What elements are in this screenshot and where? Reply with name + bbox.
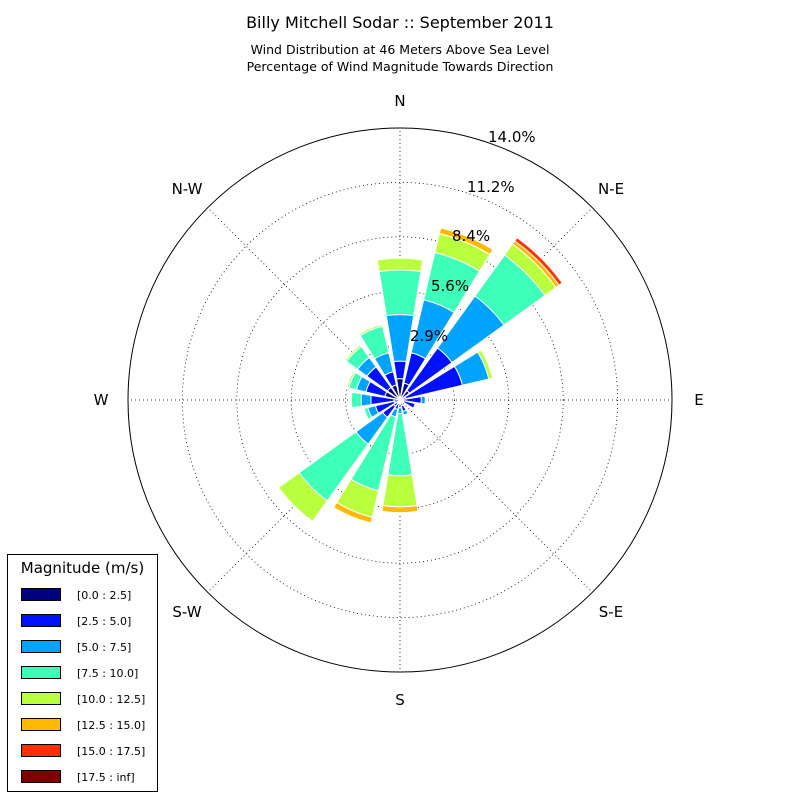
wind-bar-segment [393, 360, 407, 380]
legend-label: [10.0 : 12.5] [77, 693, 146, 706]
direction-label-w: W [94, 391, 109, 409]
legend-label: [5.0 : 7.5] [77, 641, 132, 654]
wind-bar-segment [381, 504, 419, 514]
legend-label: [15.0 : 17.5] [77, 745, 146, 758]
grid-spoke [399, 399, 593, 593]
wind-bar-segment [363, 406, 373, 421]
direction-label-e: E [694, 391, 703, 409]
wind-bar-segment [360, 393, 372, 407]
ring-label-3: 8.4% [452, 227, 490, 245]
legend-item: [10.0 : 12.5] [21, 692, 157, 706]
direction-labels: N N-E E S-E S S-W W N-W [94, 92, 704, 709]
wind-bar-segment [382, 474, 418, 508]
ring-label-5: 14.0% [488, 128, 536, 146]
legend-swatch [21, 588, 61, 601]
wind-bar-segment [277, 472, 328, 523]
direction-label-sw: S-W [172, 603, 201, 621]
legend-title: Magnitude (m/s) [20, 559, 145, 577]
wind-bar-segment [332, 501, 373, 524]
legend-swatch [21, 718, 61, 731]
wind-bar-segment [420, 395, 426, 405]
legend-item: [17.5 : inf] [21, 770, 157, 784]
grid-ring [181, 181, 619, 619]
ring-label-2: 5.6% [431, 277, 469, 295]
legend-label: [12.5 : 15.0] [77, 719, 146, 732]
direction-label-nw: N-W [172, 180, 203, 198]
legend: Magnitude (m/s) [0.0 : 2.5] [2.5 : 5.0] … [7, 554, 158, 792]
legend-label: [2.5 : 5.0] [77, 615, 132, 628]
wind-bar-segment [477, 349, 494, 380]
ring-labels: 2.9% 5.6% 8.4% 11.2% 14.0% [410, 128, 536, 345]
chart-title: Billy Mitchell Sodar :: September 2011 [246, 13, 554, 32]
wind-bar-segment [376, 257, 424, 273]
legend-swatch [21, 692, 61, 705]
wind-bar-segment [350, 391, 363, 409]
wind-bar-segment [344, 344, 363, 363]
wind-bars [277, 227, 564, 524]
ring-label-4: 11.2% [467, 178, 515, 196]
legend-swatch [21, 744, 61, 757]
legend-item: [15.0 : 17.5] [21, 744, 157, 758]
ring-label-1: 2.9% [410, 327, 448, 345]
wind-bar-segment [402, 409, 409, 416]
wind-bar-segment [438, 227, 494, 256]
wind-bar-segment [358, 323, 384, 337]
wind-bar-segment [402, 400, 416, 409]
direction-label-se: S-E [599, 603, 623, 621]
direction-label-s: S [395, 691, 405, 709]
wind-bar-segment [346, 370, 357, 389]
legend-swatch [21, 640, 61, 653]
legend-item: [5.0 : 7.5] [21, 640, 157, 654]
legend-swatch [21, 770, 61, 783]
legend-swatch [21, 614, 61, 627]
legend-label: [17.5 : inf] [77, 771, 135, 784]
legend-item: [2.5 : 5.0] [21, 614, 157, 628]
wind-bar-segment [378, 269, 422, 317]
direction-label-n: N [394, 92, 405, 110]
direction-label-ne: N-E [598, 180, 624, 198]
legend-item: [0.0 : 2.5] [21, 588, 157, 602]
chart-subtitle-line1: Wind Distribution at 46 Meters Above Sea… [251, 42, 550, 57]
wind-bar-segment [514, 236, 564, 286]
outer-circle [127, 127, 673, 673]
grid-ring [236, 236, 564, 564]
legend-swatch [21, 666, 61, 679]
legend-label: [0.0 : 2.5] [77, 589, 132, 602]
grid-ring [345, 345, 455, 455]
legend-item: [7.5 : 10.0] [21, 666, 157, 680]
legend-item: [12.5 : 15.0] [21, 718, 157, 732]
grid-spoke [207, 207, 401, 401]
chart-subtitle-line2: Percentage of Wind Magnitude Towards Dir… [247, 59, 554, 74]
legend-label: [7.5 : 10.0] [77, 667, 139, 680]
